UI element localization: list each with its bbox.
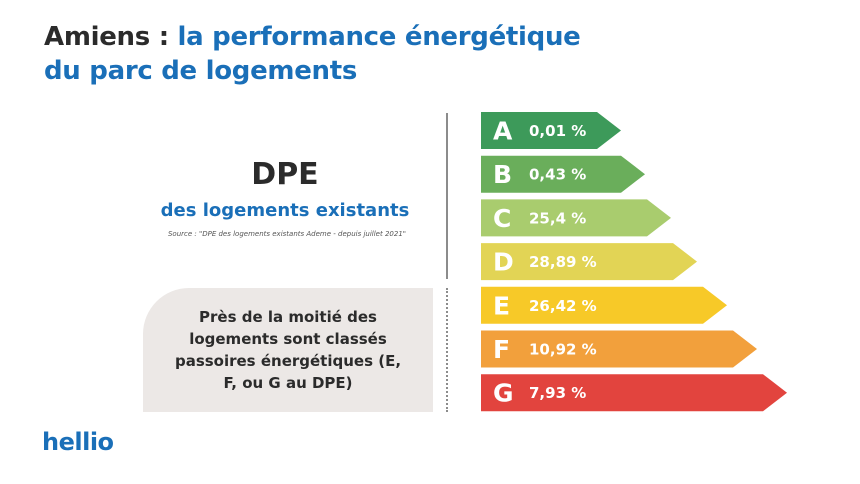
passoires-note-text: Près de la moitié des logements sont cla… [174, 308, 402, 392]
divider-dotted [446, 288, 448, 412]
page-title: Amiens : la performance énergétique du p… [44, 20, 581, 88]
dpe-bar-f: F 10,92 % [481, 330, 757, 368]
hellio-logo: hellio [42, 428, 114, 456]
dpe-subheading: des logements existants [160, 200, 410, 221]
dpe-value-label-f: 10,92 % [529, 341, 597, 359]
title-line-1: la performance énergétique [177, 22, 581, 52]
dpe-bar-shape-c [481, 199, 671, 237]
dpe-value-label-e: 26,42 % [529, 297, 597, 315]
dpe-value-label-a: 0,01 % [529, 122, 586, 140]
dpe-class-label-b: B [493, 160, 512, 189]
dpe-class-label-f: F [493, 335, 510, 364]
dpe-bar-d: D 28,89 % [481, 243, 697, 281]
dpe-bar-shape-g [481, 374, 787, 412]
dpe-bar-g: G 7,93 % [481, 374, 787, 412]
dpe-heading: DPE [251, 157, 319, 192]
dpe-bar-shape-b [481, 155, 645, 193]
dpe-value-label-g: 7,93 % [529, 384, 586, 402]
dpe-bar-shape-e [481, 286, 727, 324]
dpe-class-label-g: G [493, 379, 514, 408]
dpe-bar-shape-a [481, 112, 621, 149]
dpe-class-label-a: A [493, 117, 513, 146]
dpe-bar-e: E 26,42 % [481, 286, 727, 324]
dpe-label-block: DPE des logements existants Source : "DP… [150, 155, 420, 239]
dpe-source-note: Source : "DPE des logements existants Ad… [167, 230, 406, 238]
dpe-class-label-c: C [493, 204, 511, 233]
title-city: Amiens : [44, 22, 178, 52]
dpe-bar-c: C 25,4 % [481, 199, 671, 237]
dpe-bar-shape-f [481, 330, 757, 368]
dpe-class-label-e: E [493, 291, 510, 320]
passoires-note-box: Près de la moitié des logements sont cla… [143, 288, 433, 412]
dpe-value-label-c: 25,4 % [529, 209, 586, 227]
dpe-value-label-d: 28,89 % [529, 253, 597, 271]
dpe-value-label-b: 0,43 % [529, 166, 586, 184]
dpe-class-label-d: D [493, 248, 514, 277]
dpe-bar-b: B 0,43 % [481, 155, 645, 193]
divider-solid [446, 113, 448, 279]
dpe-bar-a: A 0,01 % [481, 112, 621, 149]
dpe-bar-shape-d [481, 243, 697, 281]
title-line-2: du parc de logements [44, 56, 358, 86]
